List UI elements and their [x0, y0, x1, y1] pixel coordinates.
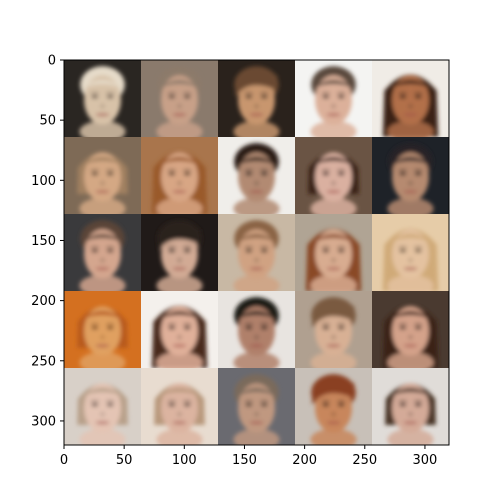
y-tick-label: 150: [31, 234, 56, 249]
y-tick-label: 300: [31, 414, 56, 429]
face-tile: [141, 214, 219, 297]
x-tick-label: 150: [232, 453, 257, 468]
x-tick-label: 100: [172, 453, 197, 468]
face-tile: [218, 291, 296, 374]
image-plot-area: [64, 60, 449, 445]
face-tile: [218, 214, 296, 297]
x-axis: 0 50 100 150 200 250 300: [60, 445, 437, 468]
face-tile: [372, 368, 449, 445]
x-tick-label: 300: [413, 453, 438, 468]
face-tile: [218, 60, 296, 143]
y-tick-label: 50: [39, 114, 56, 129]
face-tile: [64, 368, 142, 445]
face-tile: [141, 291, 219, 374]
face-tile: [295, 214, 373, 297]
face-tile: [372, 137, 449, 220]
y-tick-label: 0: [48, 54, 56, 69]
face-tile: [372, 60, 449, 143]
x-tick-label: 0: [60, 453, 68, 468]
face-tile: [295, 368, 373, 445]
y-tick-label: 100: [31, 174, 56, 189]
x-tick-label: 250: [352, 453, 377, 468]
face-tile: [295, 291, 373, 374]
face-tile: [141, 137, 219, 220]
y-tick-label: 250: [31, 354, 56, 369]
face-tile: [295, 60, 373, 143]
x-tick-label: 50: [116, 453, 133, 468]
face-tile: [218, 137, 296, 220]
face-tile: [372, 291, 449, 374]
y-axis: 0 50 100 150 200 250 300: [31, 54, 64, 429]
face-tile: [64, 214, 142, 297]
face-tile: [295, 137, 373, 220]
face-tile: [141, 368, 219, 445]
face-tile: [64, 137, 142, 220]
x-tick-label: 200: [292, 453, 317, 468]
y-tick-label: 200: [31, 294, 56, 309]
face-tile: [64, 60, 142, 143]
face-tile: [141, 60, 219, 143]
face-tile: [218, 368, 296, 445]
face-tile: [372, 214, 449, 297]
face-tile: [64, 291, 142, 374]
axes-frame: [63, 59, 450, 446]
